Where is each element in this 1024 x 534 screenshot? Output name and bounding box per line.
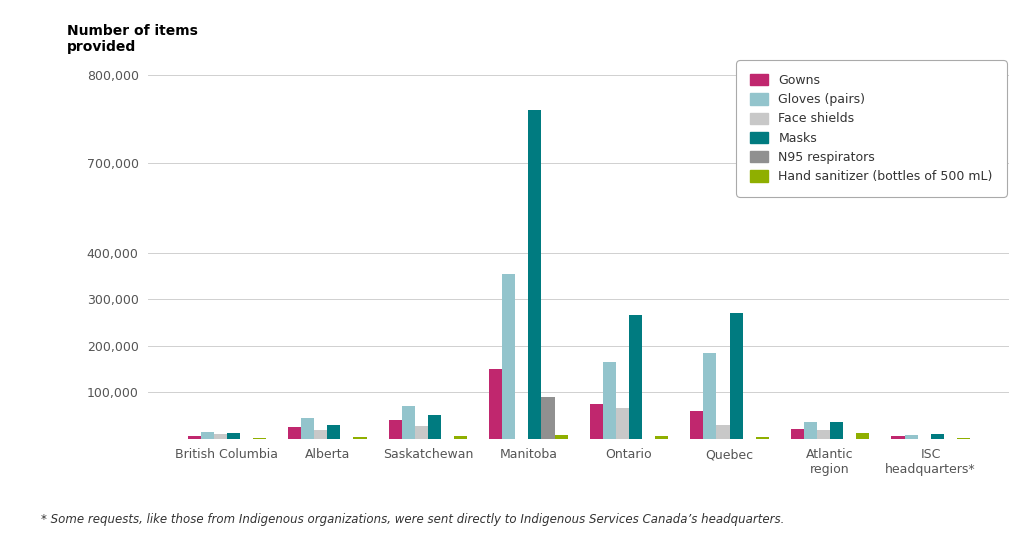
Bar <box>503 274 515 438</box>
Bar <box>528 110 542 438</box>
Bar <box>590 404 603 438</box>
Bar <box>454 436 467 438</box>
Bar <box>603 362 615 438</box>
Bar <box>904 435 918 438</box>
Bar <box>892 436 904 438</box>
Bar <box>830 422 843 438</box>
Bar <box>288 427 301 438</box>
Text: Number of items
provided: Number of items provided <box>67 24 198 54</box>
Bar <box>314 430 328 438</box>
Bar <box>703 352 717 438</box>
Bar <box>214 434 226 438</box>
Bar <box>489 369 503 438</box>
Bar <box>690 411 703 438</box>
Bar <box>542 397 555 438</box>
Bar <box>629 316 642 438</box>
Legend: Gowns, Gloves (pairs), Face shields, Masks, N95 respirators, Hand sanitizer (bot: Gowns, Gloves (pairs), Face shields, Mas… <box>739 64 1002 193</box>
Bar <box>389 420 401 438</box>
Bar <box>717 425 729 438</box>
Bar <box>756 437 769 438</box>
Bar <box>931 434 944 438</box>
Bar <box>328 425 340 438</box>
Bar <box>401 406 415 438</box>
Bar <box>301 418 314 438</box>
Bar <box>201 431 214 438</box>
Bar <box>353 437 367 438</box>
Bar <box>817 430 830 438</box>
Bar <box>415 426 428 438</box>
Bar <box>187 436 201 438</box>
Bar <box>428 415 441 438</box>
Bar <box>226 433 240 438</box>
Bar <box>615 409 629 438</box>
Bar <box>729 313 742 438</box>
Bar <box>856 433 869 438</box>
Text: * Some requests, like those from Indigenous organizations, were sent directly to: * Some requests, like those from Indigen… <box>41 513 784 526</box>
Bar <box>555 435 567 438</box>
Bar <box>655 436 669 438</box>
Bar <box>791 429 804 438</box>
Bar <box>804 422 817 438</box>
